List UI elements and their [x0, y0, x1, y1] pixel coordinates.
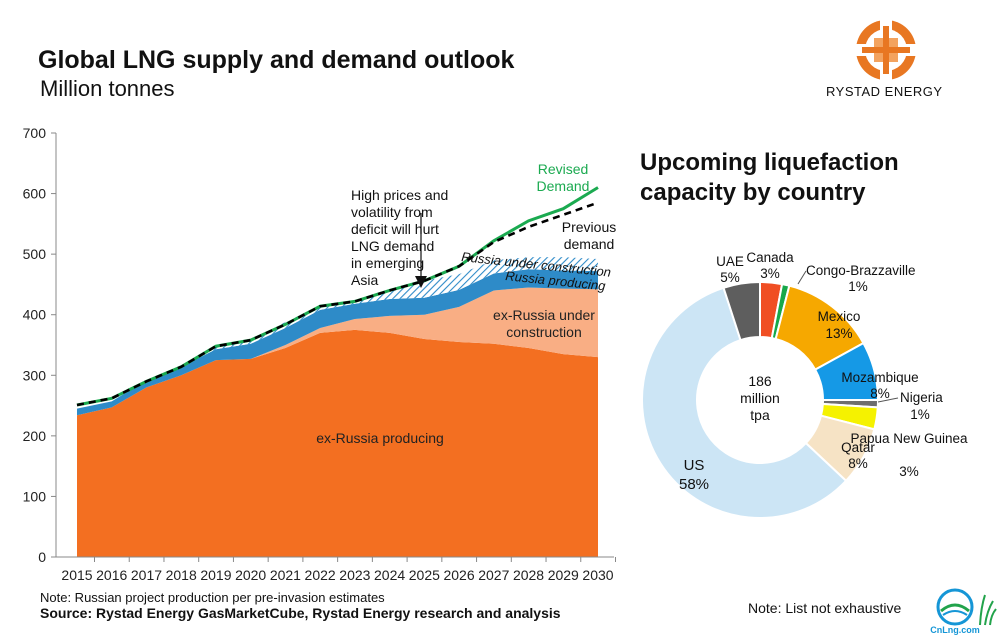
x-tick-label: 2026 [443, 567, 474, 583]
donut-label-name-mexico: Mexico [818, 309, 861, 324]
x-tick-label: 2028 [513, 567, 544, 583]
y-tick-label: 100 [23, 488, 47, 504]
x-tick-label: 2021 [270, 567, 301, 583]
donut-label-name-congo-brazzaville: Congo-Brazzaville [806, 263, 916, 278]
donut-label-value-canada: 3% [760, 266, 780, 281]
donut-label-value-nigeria: 1% [910, 407, 930, 422]
donut-label-name-qatar: Qatar [841, 440, 875, 455]
donut-label-value-uae: 5% [720, 270, 740, 285]
x-tick-label: 2024 [374, 567, 405, 583]
annotation-ex-russia-under-construction: construction [506, 324, 581, 340]
x-tick-label: 2019 [200, 567, 231, 583]
donut-leader-nigeria [877, 397, 899, 403]
donut-title-line-2: capacity by country [640, 179, 866, 206]
annotation-previous-demand: Previous [562, 219, 616, 235]
annotation-ex-russia-producing: ex-Russia producing [316, 430, 444, 446]
previous-demand-line [76, 201, 599, 407]
donut-label-value-qatar: 8% [848, 456, 868, 471]
x-tick-label: 2029 [548, 567, 579, 583]
cnlng-watermark-icon: CnLng.com [930, 588, 997, 635]
donut-label-value-mozambique: 8% [870, 386, 890, 401]
x-tick-label: 2016 [96, 567, 127, 583]
x-tick-label: 2017 [131, 567, 162, 583]
y-tick-label: 300 [23, 367, 47, 383]
donut-label-name-mozambique: Mozambique [841, 370, 918, 385]
annotation-ex-russia-under-construction: ex-Russia under [493, 307, 595, 323]
donut-label-value-congo-brazzaville: 1% [848, 279, 868, 294]
donut-center-label: million [740, 390, 780, 406]
donut-slice-uae [722, 280, 761, 342]
x-tick-label: 2015 [61, 567, 92, 583]
donut-center-label: tpa [750, 407, 770, 423]
donut-label-value-papua-new-guinea: 3% [899, 464, 919, 479]
x-tick-label: 2018 [166, 567, 197, 583]
y-tick-label: 500 [23, 246, 47, 262]
y-tick-label: 700 [23, 125, 47, 141]
annotation-revised-demand: Revised [538, 161, 589, 177]
area-ex-russia-producing [77, 329, 598, 557]
x-tick-label: 2022 [305, 567, 336, 583]
x-tick-label: 2023 [339, 567, 370, 583]
area-ex-russia-under-construction [77, 287, 598, 416]
donut-note: Note: List not exhaustive [748, 600, 902, 616]
chart-subtitle: Million tonnes [40, 76, 175, 101]
annotation-high-prices: in emerging [351, 255, 424, 271]
annotation-high-prices: LNG demand [351, 238, 434, 254]
donut-label-name-canada: Canada [746, 250, 794, 265]
chart-title: Global LNG supply and demand outlook [38, 46, 515, 74]
x-tick-label: 2020 [235, 567, 266, 583]
y-tick-label: 0 [38, 549, 46, 565]
donut-center-label: 186 [748, 373, 772, 389]
y-tick-label: 400 [23, 307, 47, 323]
donut-label-value-mexico: 13% [825, 326, 852, 341]
donut-label-name-uae: UAE [716, 254, 744, 269]
donut-label-name-papua-new-guinea: Papua New Guinea [850, 431, 968, 446]
chart-note: Note: Russian project production per pre… [40, 590, 385, 605]
donut-label-name-us: US [684, 457, 705, 474]
donut-title: Upcoming liquefaction capacity by countr… [640, 148, 899, 208]
x-tick-label: 2027 [478, 567, 509, 583]
watermark-text: CnLng.com [930, 625, 980, 635]
annotation-high-prices: deficit will hurt [351, 221, 439, 237]
x-tick-label: 2025 [409, 567, 440, 583]
annotation-revised-demand: Demand [537, 178, 590, 194]
annotation-high-prices: volatility from [351, 204, 433, 220]
rystad-logo-icon [852, 16, 920, 84]
annotation-high-prices: Asia [351, 272, 378, 288]
annotation-high-prices: High prices and [351, 187, 448, 203]
y-tick-label: 600 [23, 186, 47, 202]
donut-title-line-1: Upcoming liquefaction [640, 149, 899, 176]
donut-label-value-us: 58% [679, 476, 709, 493]
annotation-previous-demand: demand [564, 236, 615, 252]
annotation-arrow-head [415, 276, 427, 288]
source-note: Source: Rystad Energy GasMarketCube, Rys… [40, 605, 561, 621]
donut-label-name-nigeria: Nigeria [900, 390, 943, 405]
area-russia-producing [77, 269, 598, 416]
donut-leader-congo [797, 270, 807, 285]
x-tick-label: 2030 [582, 567, 613, 583]
y-tick-label: 200 [23, 428, 47, 444]
donut-slice-us [641, 286, 848, 519]
logo-text: RYSTAD ENERGY [826, 84, 943, 99]
